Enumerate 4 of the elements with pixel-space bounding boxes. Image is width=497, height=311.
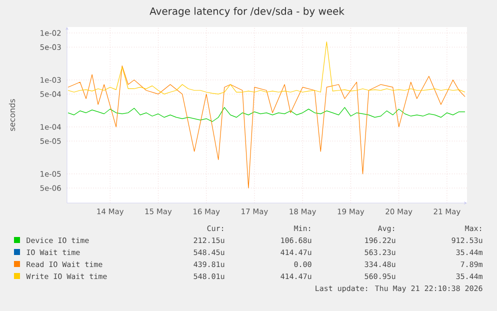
line-series xyxy=(68,107,466,122)
line-series xyxy=(68,66,466,188)
chart-title: Average latency for /dev/sda - by week xyxy=(150,7,344,17)
line-series xyxy=(68,41,466,94)
